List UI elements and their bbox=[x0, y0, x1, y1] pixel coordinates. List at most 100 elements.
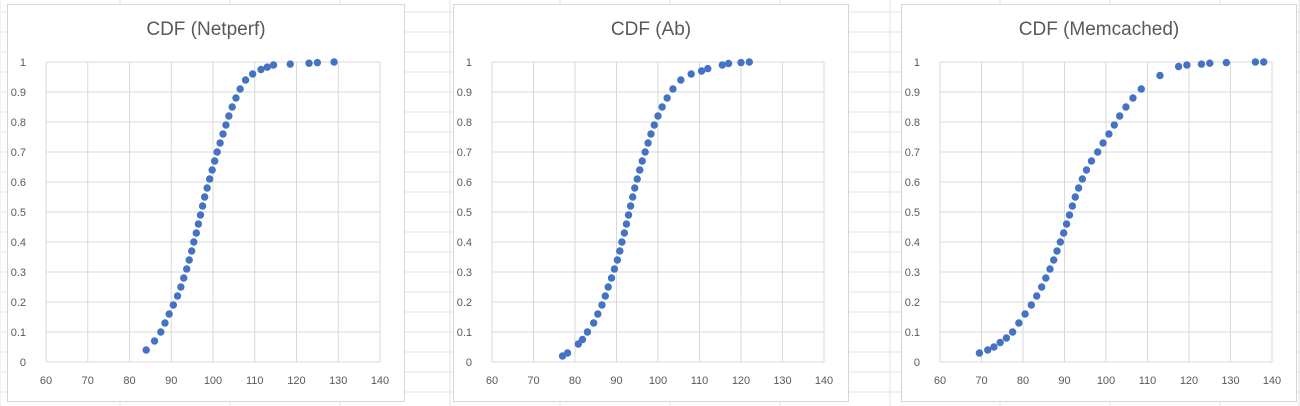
data-point bbox=[1021, 310, 1029, 318]
data-point bbox=[633, 175, 641, 183]
data-point bbox=[1062, 220, 1071, 228]
data-point bbox=[225, 112, 233, 120]
data-point bbox=[638, 157, 646, 165]
data-point bbox=[1087, 157, 1096, 165]
y-tick-label: 0.7 bbox=[905, 147, 920, 159]
y-tick-label: 0.3 bbox=[457, 267, 472, 279]
x-tick-label: 120 bbox=[287, 375, 305, 387]
data-point bbox=[305, 59, 313, 67]
y-tick-label: 0.4 bbox=[11, 237, 26, 249]
data-point bbox=[286, 60, 294, 68]
data-point bbox=[165, 310, 173, 318]
data-point bbox=[1059, 229, 1068, 237]
y-tick-label: 1 bbox=[466, 57, 472, 69]
data-point bbox=[1156, 71, 1164, 80]
data-point bbox=[618, 238, 626, 246]
data-point bbox=[205, 175, 214, 183]
data-point bbox=[269, 61, 278, 69]
data-point bbox=[1027, 301, 1035, 309]
y-tick-label: 0.8 bbox=[457, 117, 472, 129]
data-point bbox=[647, 130, 655, 138]
data-point bbox=[248, 70, 257, 78]
y-tick-label: 1 bbox=[914, 57, 920, 69]
chart-netperf[interactable]: CDF (Netperf) 0 0.1 0.2 0.3 0.4 0.5 0.6 0.7 0.8 0… bbox=[7, 4, 405, 402]
data-point bbox=[613, 256, 622, 264]
data-point bbox=[1260, 58, 1268, 66]
y-tick-label: 0.5 bbox=[11, 207, 26, 219]
data-point bbox=[210, 157, 219, 165]
data-point bbox=[1050, 256, 1058, 264]
data-point bbox=[177, 283, 185, 291]
x-tick-label: 110 bbox=[1139, 375, 1157, 387]
data-point bbox=[142, 346, 150, 354]
data-point bbox=[644, 139, 652, 147]
chart-plot-area: 0 0.1 0.2 0.3 0.4 0.5 0.6 0.7 0.8 0.9 1 60 70 80 90 100… bbox=[11, 57, 389, 387]
chart-ab[interactable]: CDF (Ab) 0 0.1 0.2 0.3 0.4 0.5 0.6 0.7 0.8 0.9 1 60… bbox=[453, 4, 849, 402]
data-point bbox=[185, 256, 193, 264]
x-tick-label: 120 bbox=[1180, 375, 1198, 387]
data-point bbox=[192, 229, 200, 237]
y-tick-label: 0.9 bbox=[11, 87, 26, 99]
data-point bbox=[604, 283, 612, 291]
x-tick-label: 140 bbox=[371, 375, 389, 387]
data-point bbox=[219, 130, 227, 138]
y-tick-label: 0.6 bbox=[905, 177, 920, 189]
data-point bbox=[173, 292, 182, 300]
data-point bbox=[1053, 247, 1061, 255]
data-point bbox=[578, 335, 587, 344]
data-point bbox=[636, 166, 644, 174]
y-tick-label: 0.8 bbox=[11, 117, 26, 129]
chart-title: CDF (Ab) bbox=[610, 19, 692, 40]
data-point bbox=[601, 292, 609, 300]
data-point bbox=[996, 338, 1004, 347]
data-point bbox=[1122, 103, 1130, 111]
data-point bbox=[641, 148, 649, 156]
data-point bbox=[589, 319, 598, 327]
y-tick-label: 0 bbox=[466, 357, 472, 369]
x-tick-label: 90 bbox=[165, 375, 177, 387]
data-point bbox=[182, 265, 191, 273]
data-point bbox=[687, 70, 695, 78]
data-point bbox=[669, 85, 677, 93]
x-tick-label: 90 bbox=[610, 375, 622, 387]
data-point bbox=[1110, 121, 1118, 129]
data-point bbox=[1174, 62, 1183, 71]
chart-memcached[interactable]: CDF (Memcached) 0 0.1 0.2 0.3 0.4 0.5 0.6 0.7 0.… bbox=[901, 4, 1297, 402]
data-point bbox=[745, 58, 753, 66]
x-tick-label: 60 bbox=[486, 375, 498, 387]
data-point bbox=[1015, 319, 1023, 327]
data-point bbox=[658, 103, 666, 111]
data-point bbox=[150, 337, 159, 345]
x-tick-label: 70 bbox=[82, 375, 94, 387]
data-point bbox=[1002, 334, 1011, 342]
data-point bbox=[1099, 139, 1107, 147]
data-point bbox=[213, 148, 221, 156]
data-point bbox=[598, 301, 606, 309]
data-point bbox=[1042, 274, 1050, 282]
x-tick-label: 60 bbox=[934, 375, 946, 387]
y-tick-label: 0.2 bbox=[11, 297, 26, 309]
data-point bbox=[594, 310, 602, 318]
data-point bbox=[196, 211, 205, 219]
x-tick-label: 120 bbox=[732, 375, 750, 387]
data-point bbox=[975, 349, 984, 357]
chart-title: CDF (Memcached) bbox=[1018, 19, 1180, 40]
x-tick-label: 70 bbox=[527, 375, 539, 387]
data-point bbox=[1032, 292, 1041, 300]
data-point bbox=[1115, 112, 1124, 120]
data-point bbox=[228, 103, 236, 111]
data-point bbox=[697, 67, 706, 75]
data-point bbox=[607, 274, 616, 282]
x-tick-label: 100 bbox=[204, 375, 222, 387]
y-tick-label: 0.6 bbox=[457, 177, 472, 189]
data-point bbox=[718, 61, 727, 69]
x-tick-label: 60 bbox=[40, 375, 52, 387]
data-point bbox=[1046, 265, 1054, 273]
data-point bbox=[724, 59, 733, 68]
data-point bbox=[631, 184, 639, 192]
data-point bbox=[622, 220, 631, 228]
y-tick-label: 0.5 bbox=[457, 207, 472, 219]
data-point bbox=[654, 112, 662, 120]
data-point bbox=[263, 63, 271, 71]
data-point bbox=[984, 346, 992, 354]
